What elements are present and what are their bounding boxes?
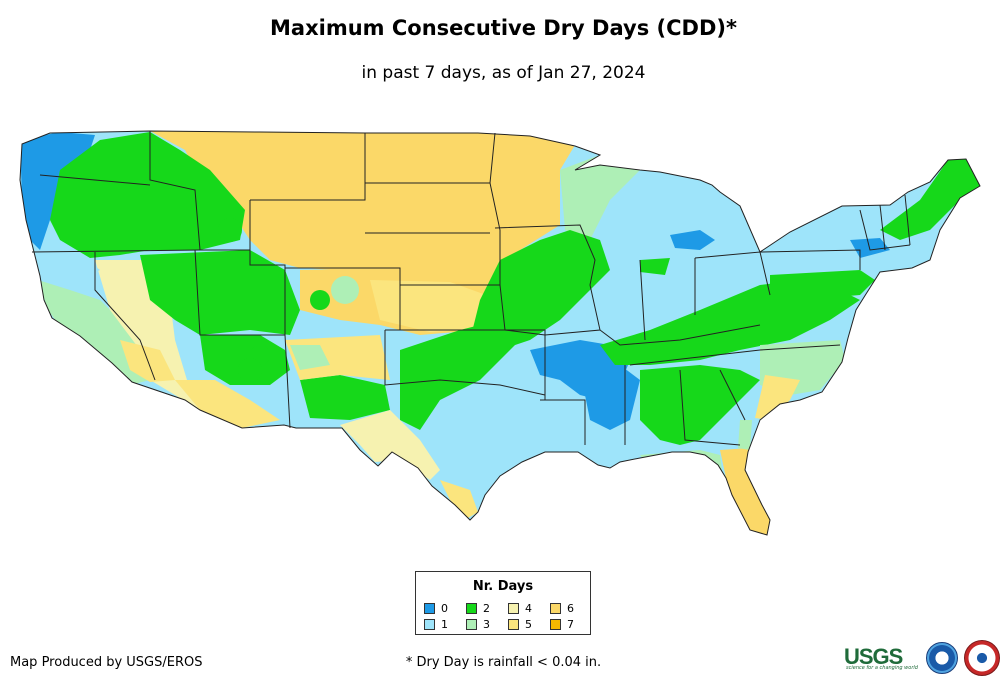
map-title: Maximum Consecutive Dry Days (CDD)* [270,16,737,40]
legend-swatch [550,619,561,630]
legend-item: 2 [466,603,490,615]
legend-title: Nr. Days [472,579,534,594]
usgs-logo: USGS [844,644,903,669]
legend-label: 2 [483,602,490,615]
legend-label: 6 [567,602,574,615]
legend-label: 4 [525,602,532,615]
nws-logo [964,640,1000,676]
legend-swatch [508,619,519,630]
legend-swatch [466,619,477,630]
legend-swatch [466,603,477,614]
legend-item: 4 [508,603,532,615]
map-subtitle: in past 7 days, as of Jan 27, 2024 [361,63,646,83]
legend-item: 6 [550,603,574,615]
legend-item: 5 [508,619,532,631]
legend-item: 0 [424,603,448,615]
legend-item: 7 [550,619,574,631]
credit-text: Map Produced by USGS/EROS [10,655,203,670]
map-legend: Nr. Days 0 1 2 3 4 5 6 7 [415,571,591,635]
footnote-text: * Dry Day is rainfall < 0.04 in. [405,655,602,670]
legend-swatch [424,619,435,630]
legend-swatch [508,603,519,614]
legend-swatch [550,603,561,614]
state-borders [19,130,981,536]
usgs-tagline: science for a changing world [846,665,918,671]
legend-item: 1 [424,619,448,631]
legend-label: 3 [483,618,490,631]
legend-label: 7 [567,618,574,631]
legend-label: 1 [441,618,448,631]
noaa-logo [926,642,958,674]
legend-swatch [424,603,435,614]
legend-label: 0 [441,602,448,615]
legend-item: 3 [466,619,490,631]
legend-label: 5 [525,618,532,631]
